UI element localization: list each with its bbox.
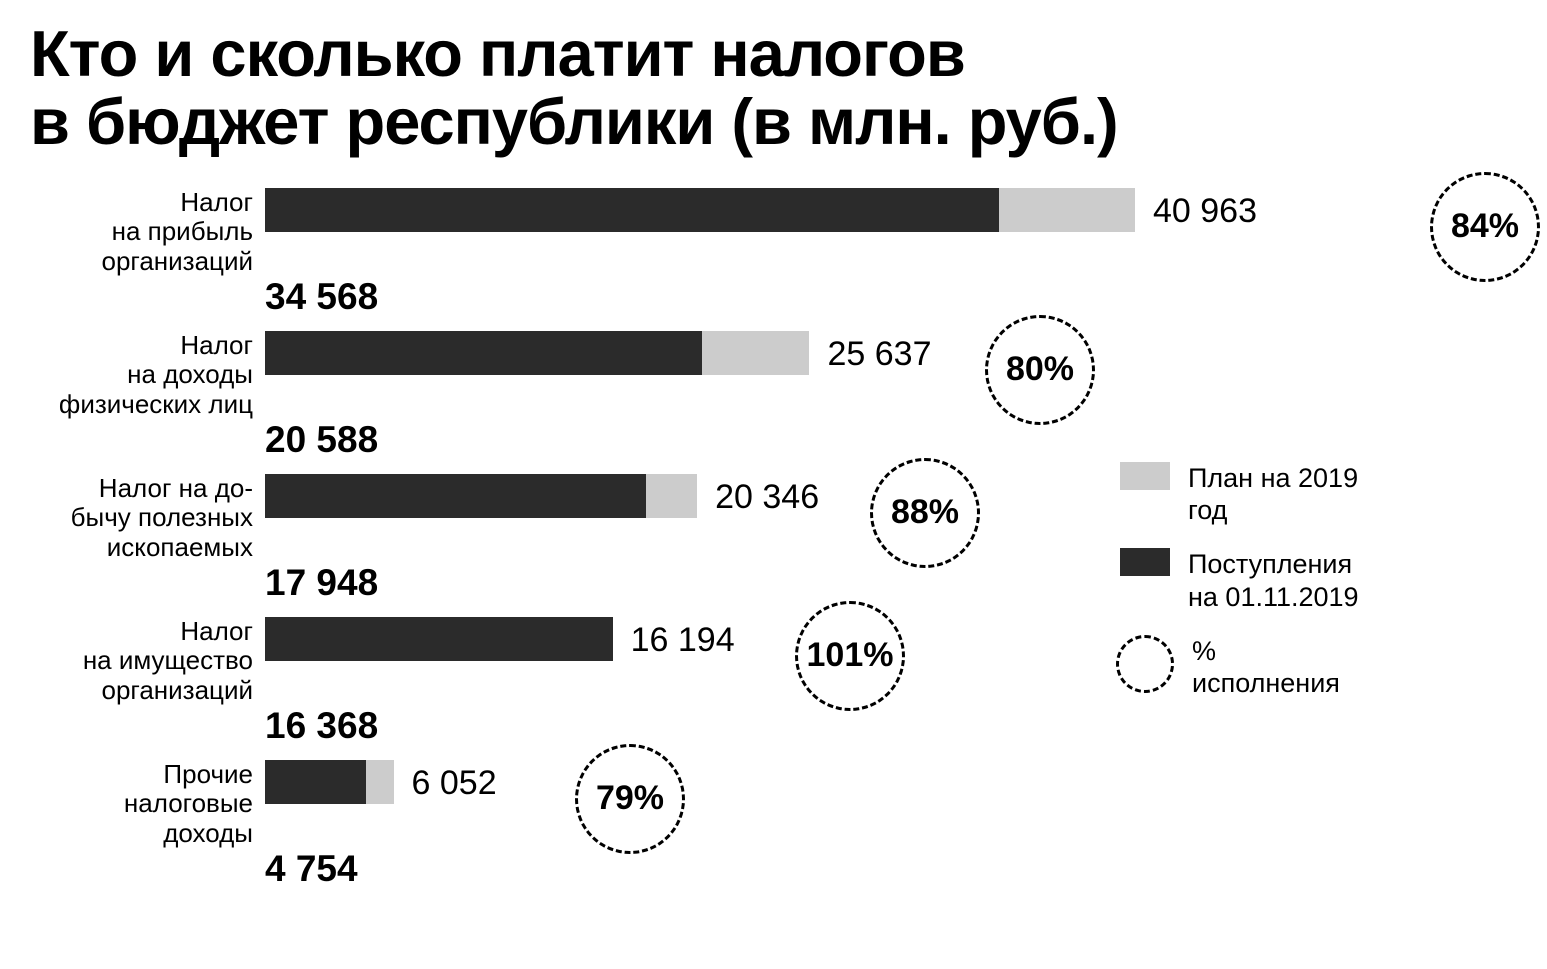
row-label-line: Прочие bbox=[30, 760, 253, 790]
chart-row: Прочиеналоговыедоходы6 0524 75479% bbox=[30, 754, 1517, 887]
percent-circle: 80% bbox=[985, 315, 1095, 425]
legend-text-line: год bbox=[1188, 494, 1358, 526]
row-label-line: организаций bbox=[30, 247, 253, 277]
legend-item: %исполнения bbox=[1120, 635, 1359, 700]
bar-chart: Налогна прибыльорганизаций40 96334 56884… bbox=[30, 182, 1517, 887]
legend-text-line: % bbox=[1192, 635, 1340, 667]
actual-bar bbox=[265, 331, 702, 375]
actual-value: 4 754 bbox=[265, 850, 1517, 887]
bars-area: 40 96334 56884% bbox=[265, 182, 1517, 315]
bar-wrap: 25 637 bbox=[265, 331, 1517, 375]
plan-value: 6 052 bbox=[412, 764, 497, 803]
bars-area: 6 0524 75479% bbox=[265, 754, 1517, 887]
actual-value: 20 588 bbox=[265, 421, 1517, 458]
row-label-line: на имущество bbox=[30, 646, 253, 676]
row-label-line: налоговые bbox=[30, 789, 253, 819]
row-label: Налогна доходыфизических лиц bbox=[30, 325, 265, 421]
percent-circle: 79% bbox=[575, 744, 685, 854]
legend-text: %исполнения bbox=[1192, 635, 1340, 700]
row-label: Прочиеналоговыедоходы bbox=[30, 754, 265, 850]
row-label-line: бычу полезных bbox=[30, 503, 253, 533]
legend: План на 2019год Поступленияна 01.11.2019%… bbox=[1120, 462, 1359, 722]
legend-item: Поступленияна 01.11.2019 bbox=[1120, 548, 1359, 613]
percent-circle: 88% bbox=[870, 458, 980, 568]
chart-title: Кто и сколько платит налогов в бюджет ре… bbox=[30, 20, 1517, 157]
percent-circle: 101% bbox=[795, 601, 905, 711]
title-line-2: в бюджет республики (в млн. руб.) bbox=[30, 88, 1517, 156]
plan-value: 16 194 bbox=[631, 621, 735, 660]
row-label-line: Налог на до- bbox=[30, 474, 253, 504]
legend-swatch bbox=[1120, 548, 1170, 576]
actual-bar bbox=[265, 188, 999, 232]
row-label: Налог на до-бычу полезныхископаемых bbox=[30, 468, 265, 564]
row-label-line: организаций bbox=[30, 676, 253, 706]
legend-item: План на 2019год bbox=[1120, 462, 1359, 527]
row-label: Налогна имуществоорганизаций bbox=[30, 611, 265, 707]
legend-circle-icon bbox=[1116, 635, 1174, 693]
plan-value: 20 346 bbox=[715, 478, 819, 517]
row-label: Налогна прибыльорганизаций bbox=[30, 182, 265, 278]
percent-circle: 84% bbox=[1430, 172, 1540, 282]
legend-text: Поступленияна 01.11.2019 bbox=[1188, 548, 1359, 613]
legend-text-line: на 01.11.2019 bbox=[1188, 581, 1359, 613]
row-label-line: ископаемых bbox=[30, 533, 253, 563]
chart-row: Налогна доходыфизических лиц 25 637 20 588… bbox=[30, 325, 1517, 458]
row-label-line: доходы bbox=[30, 819, 253, 849]
legend-swatch bbox=[1120, 462, 1170, 490]
bar-wrap: 6 052 bbox=[265, 760, 1517, 804]
plan-value: 25 637 bbox=[827, 335, 931, 374]
bar-wrap: 40 963 bbox=[265, 188, 1517, 232]
actual-value: 34 568 bbox=[265, 278, 1517, 315]
row-label-line: Налог bbox=[30, 617, 253, 647]
row-label-line: на прибыль bbox=[30, 217, 253, 247]
row-label-line: Налог bbox=[30, 188, 253, 218]
bars-area: 25 63720 58880% bbox=[265, 325, 1517, 458]
actual-bar bbox=[265, 760, 366, 804]
chart-row: Налогна прибыльорганизаций40 96334 56884… bbox=[30, 182, 1517, 315]
legend-text: План на 2019год bbox=[1188, 462, 1358, 527]
title-line-1: Кто и сколько платит налогов bbox=[30, 20, 1517, 88]
actual-bar bbox=[265, 617, 613, 661]
row-label-line: на доходы bbox=[30, 360, 253, 390]
row-label-line: физических лиц bbox=[30, 390, 253, 420]
legend-text-line: исполнения bbox=[1192, 667, 1340, 699]
plan-value: 40 963 bbox=[1153, 192, 1257, 231]
legend-text-line: Поступления bbox=[1188, 548, 1359, 580]
actual-bar bbox=[265, 474, 646, 518]
row-label-line: Налог bbox=[30, 331, 253, 361]
legend-text-line: План на 2019 bbox=[1188, 462, 1358, 494]
